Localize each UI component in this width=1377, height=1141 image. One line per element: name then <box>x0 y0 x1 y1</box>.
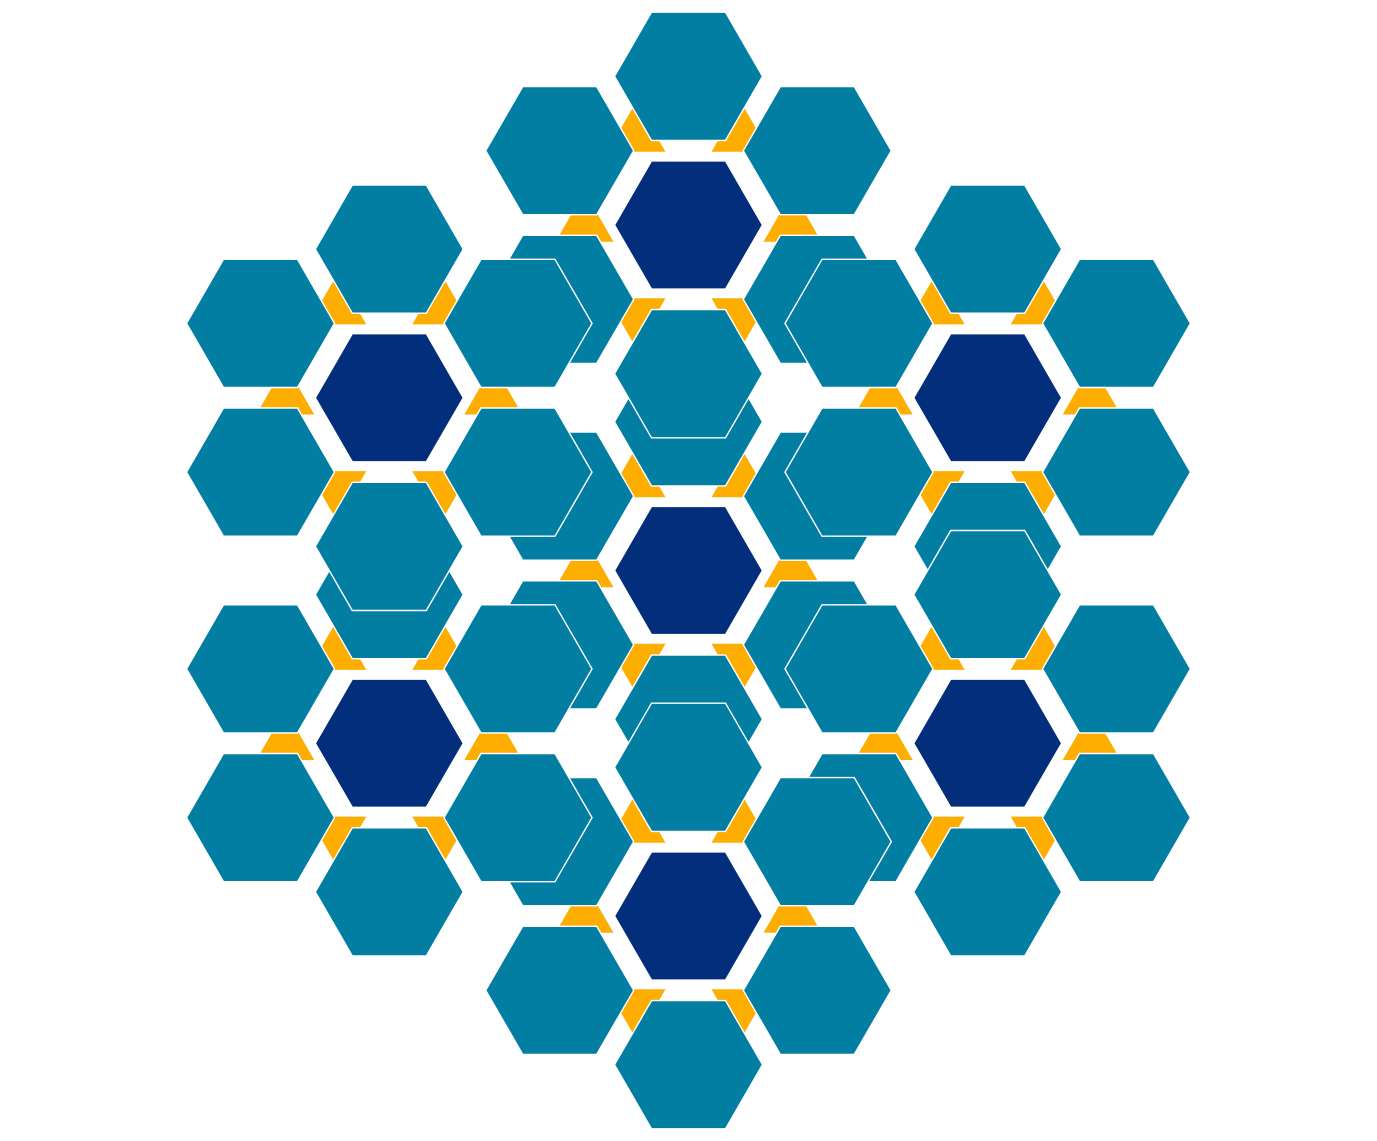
light-hexagon <box>613 308 764 439</box>
light-hexagon <box>912 827 1063 957</box>
dark-hexagon <box>912 678 1063 808</box>
gold-triangle <box>555 191 614 242</box>
gold-triangle <box>256 364 315 415</box>
dark-hexagon <box>613 851 764 981</box>
light-hexagon <box>314 184 465 314</box>
light-hexagon <box>443 407 593 537</box>
light-hexagon <box>443 604 593 734</box>
light-hexagon <box>185 604 336 734</box>
gold-triangle <box>763 537 822 588</box>
gold-triangle <box>854 709 913 760</box>
light-hexagon <box>1041 258 1192 389</box>
light-hexagon <box>1041 407 1192 537</box>
light-hexagon <box>912 529 1063 660</box>
gold-triangle <box>1062 364 1121 415</box>
light-hexagon <box>185 407 336 537</box>
light-hexagon <box>784 258 934 389</box>
gold-triangle <box>763 882 822 933</box>
gold-triangle <box>1062 709 1121 760</box>
light-hexagon <box>742 776 893 907</box>
light-hexagon <box>443 752 593 883</box>
light-hexagon <box>484 925 635 1056</box>
light-hexagon <box>314 827 465 957</box>
dark-hexagon <box>912 333 1063 463</box>
light-hexagon <box>484 85 635 216</box>
gold-triangle <box>854 364 913 415</box>
light-hexagon <box>784 407 934 537</box>
gold-triangle <box>256 709 315 760</box>
dark-hexagon <box>613 505 764 636</box>
light-hexagon <box>742 925 893 1056</box>
hexagon-layer <box>185 11 1192 1130</box>
light-hexagon <box>1041 604 1192 734</box>
light-hexagon <box>912 184 1063 314</box>
light-hexagon <box>613 702 764 833</box>
light-hexagon <box>443 258 593 389</box>
light-hexagon <box>742 85 893 216</box>
gold-triangle <box>464 709 523 760</box>
dark-hexagon <box>613 160 764 290</box>
light-hexagon <box>613 999 764 1130</box>
gold-triangle <box>464 364 523 415</box>
light-hexagon <box>613 11 764 142</box>
gold-triangle <box>555 882 614 933</box>
dark-hexagon <box>314 333 465 463</box>
gold-triangle <box>555 537 614 588</box>
light-hexagon <box>314 481 465 612</box>
light-hexagon <box>185 752 336 883</box>
light-hexagon <box>185 258 336 389</box>
gold-triangle <box>763 191 822 242</box>
dark-hexagon <box>314 678 465 808</box>
light-hexagon <box>784 604 934 734</box>
light-hexagon <box>1041 752 1192 883</box>
